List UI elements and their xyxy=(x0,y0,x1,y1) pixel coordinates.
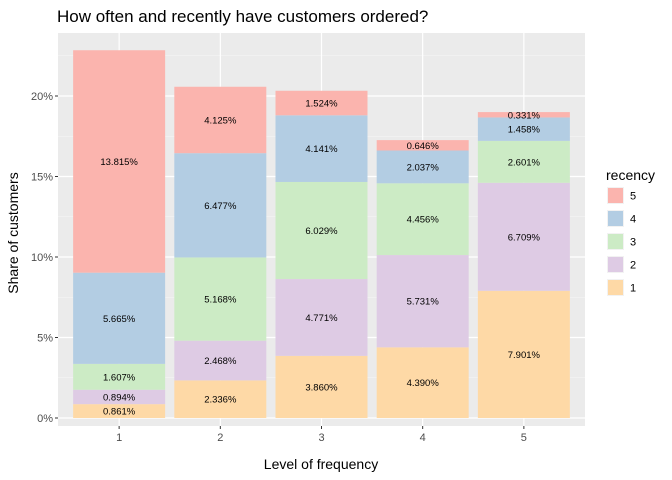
y-tick-label: 0% xyxy=(37,413,53,425)
bar-segment-freq-3-recency-4 xyxy=(275,115,368,182)
bar-segment-freq-5-recency-2 xyxy=(477,182,570,291)
bar-segment-freq-5-recency-3 xyxy=(477,140,570,183)
bar-labels: 0.861% 0.894% 1.607% 5.665% 13.815% 2.336% 2.4… xyxy=(100,99,540,418)
bar-data-label: 4.456% xyxy=(407,215,440,226)
bar-data-label: 4.771% xyxy=(305,313,338,324)
legend-label: 5 xyxy=(630,191,636,203)
bar-segment-freq-4-recency-3 xyxy=(376,183,469,256)
bar-segment-freq-3-recency-5 xyxy=(275,90,368,116)
bar-data-label: 4.125% xyxy=(204,115,237,126)
bar-segment-freq-2-recency-2 xyxy=(174,340,267,381)
bar-data-label: 6.477% xyxy=(204,201,237,212)
bar-segment-freq-1-recency-5 xyxy=(73,50,166,273)
legend-swatch-5 xyxy=(608,188,623,203)
bar-data-label: 3.860% xyxy=(305,382,338,393)
bar-segment-freq-2-recency-4 xyxy=(174,153,267,258)
bar-segment-freq-4-recency-1 xyxy=(376,347,469,418)
legend-label: 1 xyxy=(630,283,636,295)
y-tick-label: 15% xyxy=(31,172,53,184)
bar-data-label: 2.037% xyxy=(407,162,440,173)
bar-segment-freq-3-recency-2 xyxy=(275,279,368,356)
bar-segment-freq-2-recency-5 xyxy=(174,86,267,154)
y-axis: 0% 5% 10% 15% 20% xyxy=(31,91,58,425)
x-tick-label: 1 xyxy=(116,432,122,444)
bar-data-label: 5.168% xyxy=(204,295,237,306)
bar-segment-freq-2-recency-1 xyxy=(174,380,267,418)
y-tick-label: 5% xyxy=(37,333,53,345)
bar-data-label: 1.607% xyxy=(103,372,136,383)
bar-data-label: 0.861% xyxy=(103,407,136,418)
bar-data-label: 6.029% xyxy=(305,226,338,237)
bar-segment-freq-1-recency-1 xyxy=(73,404,166,418)
bar-data-label: 0.331% xyxy=(508,110,541,121)
bar-data-label: 1.524% xyxy=(305,99,338,110)
legend: recency 5 4 3 2 1 xyxy=(606,167,655,296)
chart-title: How often and recently have customers or… xyxy=(57,7,428,26)
x-axis-title: Level of frequency xyxy=(264,456,378,472)
bar-segment-freq-5-recency-1 xyxy=(477,290,570,418)
legend-label: 4 xyxy=(630,214,636,226)
x-tick-label: 2 xyxy=(217,432,223,444)
bar-data-label: 13.815% xyxy=(100,157,138,168)
bar-segment-freq-3-recency-1 xyxy=(275,355,368,418)
bar-segment-freq-1-recency-4 xyxy=(73,272,166,364)
bar-data-label: 4.141% xyxy=(305,144,338,155)
bar-data-label: 4.390% xyxy=(407,378,440,389)
x-tick-label: 3 xyxy=(318,432,324,444)
bar-segment-freq-1-recency-3 xyxy=(73,363,166,390)
legend-title: recency xyxy=(606,167,655,183)
bar-segment-freq-5-recency-4 xyxy=(477,117,570,141)
bar-data-label: 7.901% xyxy=(508,350,541,361)
legend-swatch-4 xyxy=(608,211,623,226)
bar-data-label: 5.731% xyxy=(407,297,440,308)
bar-data-label: 5.665% xyxy=(103,314,136,325)
bar-data-label: 2.336% xyxy=(204,395,237,406)
bar-data-label: 2.468% xyxy=(204,356,237,367)
bar-segment-freq-5-recency-5 xyxy=(477,112,570,118)
y-axis-title: Share of customers xyxy=(5,172,21,293)
y-tick-label: 20% xyxy=(31,91,53,103)
x-tick-label: 4 xyxy=(420,432,426,444)
bar-segment-freq-2-recency-3 xyxy=(174,257,267,341)
legend-label: 2 xyxy=(630,260,636,272)
bar-segment-freq-4-recency-2 xyxy=(376,255,469,348)
legend-swatch-3 xyxy=(608,234,623,249)
bar-data-label: 1.458% xyxy=(508,125,541,136)
bar-segment-freq-4-recency-5 xyxy=(376,140,469,151)
y-tick-label: 10% xyxy=(31,252,53,264)
bar-segment-freq-4-recency-4 xyxy=(376,150,469,184)
bar-data-label: 2.601% xyxy=(508,157,541,168)
legend-label: 3 xyxy=(630,237,636,249)
bar-segment-freq-3-recency-3 xyxy=(275,181,368,280)
legend-swatch-2 xyxy=(608,257,623,272)
x-tick-label: 5 xyxy=(521,432,527,444)
x-axis: 1 2 3 4 5 xyxy=(116,426,527,444)
bars xyxy=(73,50,570,418)
bar-data-label: 6.709% xyxy=(508,232,541,243)
bar-segment-freq-1-recency-2 xyxy=(73,389,166,405)
bar-data-label: 0.646% xyxy=(407,141,440,152)
legend-swatch-1 xyxy=(608,280,623,295)
bar-data-label: 0.894% xyxy=(103,392,136,403)
